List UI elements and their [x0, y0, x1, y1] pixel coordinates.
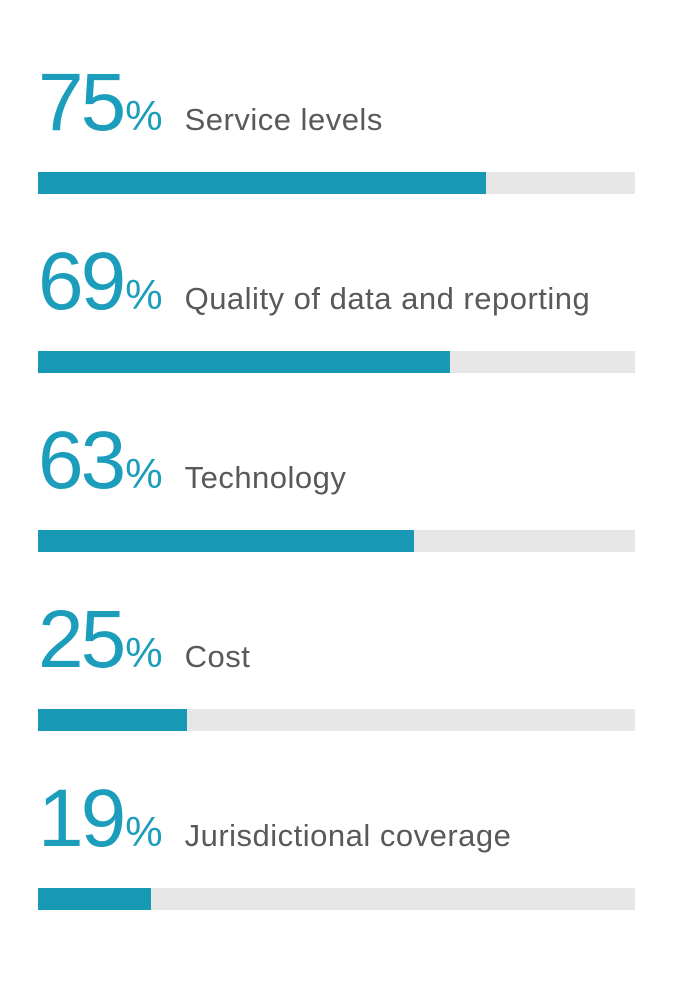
percent-value: 75 [38, 57, 126, 148]
category-label: Technology [184, 460, 347, 495]
category-label: Service levels [184, 102, 383, 137]
bar-row-technology: 63% Technology [38, 416, 635, 552]
bar-fill [38, 351, 450, 373]
bar-row-quality-of-data: 69% Quality of data and reporting [38, 237, 635, 373]
row-header: 19% Jurisdictional coverage [38, 774, 635, 864]
bar-fill [38, 888, 152, 910]
bar-track [38, 888, 635, 910]
horizontal-bar-chart: 75% Service levels 69% Quality of data a… [38, 58, 635, 910]
percent-sign: % [125, 808, 163, 855]
bar-track [38, 530, 635, 552]
category-label: Jurisdictional coverage [184, 818, 512, 853]
percent-value: 63 [38, 415, 126, 506]
row-header: 25% Cost [38, 595, 635, 685]
bar-fill [38, 709, 188, 731]
bar-fill [38, 172, 486, 194]
percent-value: 69 [38, 236, 126, 327]
bar-fill [38, 530, 415, 552]
bar-row-jurisdictional-coverage: 19% Jurisdictional coverage [38, 774, 635, 910]
bar-row-service-levels: 75% Service levels [38, 58, 635, 194]
percent-sign: % [125, 92, 163, 139]
row-header: 69% Quality of data and reporting [38, 237, 635, 327]
category-label: Cost [184, 639, 251, 674]
row-header: 63% Technology [38, 416, 635, 506]
bar-track [38, 351, 635, 373]
row-header: 75% Service levels [38, 58, 635, 148]
percent-sign: % [125, 629, 163, 676]
category-label: Quality of data and reporting [184, 281, 591, 316]
bar-track [38, 709, 635, 731]
percent-sign: % [125, 450, 163, 497]
percent-sign: % [125, 271, 163, 318]
bar-track [38, 172, 635, 194]
bar-row-cost: 25% Cost [38, 595, 635, 731]
percent-value: 19 [38, 773, 126, 864]
percent-value: 25 [38, 594, 126, 685]
